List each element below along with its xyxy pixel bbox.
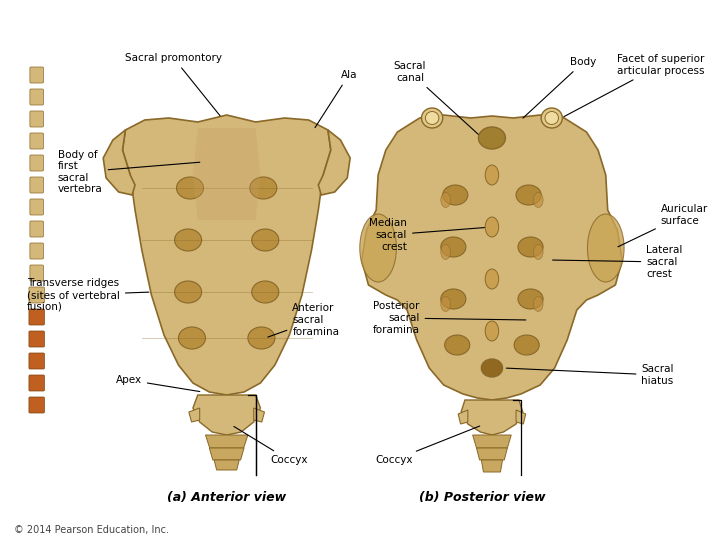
Ellipse shape <box>514 335 539 355</box>
Polygon shape <box>477 448 508 460</box>
Polygon shape <box>516 410 526 424</box>
FancyBboxPatch shape <box>29 375 45 391</box>
FancyBboxPatch shape <box>29 353 45 369</box>
Polygon shape <box>210 448 244 460</box>
Ellipse shape <box>545 111 559 125</box>
Polygon shape <box>189 408 199 422</box>
Polygon shape <box>461 400 523 435</box>
Text: Apex: Apex <box>116 375 200 392</box>
Text: Sacral
hiatus: Sacral hiatus <box>506 364 674 386</box>
Ellipse shape <box>441 296 451 312</box>
Text: Median
sacral
crest: Median sacral crest <box>369 218 489 252</box>
Ellipse shape <box>252 229 279 251</box>
Ellipse shape <box>441 245 451 260</box>
Ellipse shape <box>485 217 499 237</box>
Text: (a) Anterior view: (a) Anterior view <box>167 491 287 504</box>
FancyBboxPatch shape <box>30 111 43 127</box>
FancyBboxPatch shape <box>29 331 45 347</box>
Ellipse shape <box>485 269 499 289</box>
Ellipse shape <box>485 321 499 341</box>
Polygon shape <box>458 410 468 424</box>
Ellipse shape <box>174 281 202 303</box>
Text: Anterior
sacral
foramina: Anterior sacral foramina <box>268 303 339 337</box>
Ellipse shape <box>441 192 451 207</box>
Text: Coccyx: Coccyx <box>234 427 307 465</box>
FancyBboxPatch shape <box>29 309 45 325</box>
Polygon shape <box>103 130 135 195</box>
Text: Body: Body <box>523 57 597 118</box>
Polygon shape <box>193 128 261 220</box>
Polygon shape <box>482 460 503 472</box>
Ellipse shape <box>518 237 543 257</box>
Polygon shape <box>205 435 248 448</box>
Ellipse shape <box>248 327 275 349</box>
Ellipse shape <box>179 327 205 349</box>
Ellipse shape <box>252 281 279 303</box>
Ellipse shape <box>588 214 624 282</box>
Polygon shape <box>318 130 350 195</box>
Text: © 2014 Pearson Education, Inc.: © 2014 Pearson Education, Inc. <box>14 525 169 535</box>
Ellipse shape <box>174 229 202 251</box>
Ellipse shape <box>478 127 505 149</box>
Polygon shape <box>122 115 331 395</box>
Ellipse shape <box>441 289 466 309</box>
FancyBboxPatch shape <box>29 397 45 413</box>
Text: Posterior
sacral
foramina: Posterior sacral foramina <box>372 301 526 335</box>
Ellipse shape <box>541 108 562 128</box>
Ellipse shape <box>443 185 468 205</box>
Text: (b) Posterior view: (b) Posterior view <box>419 491 546 504</box>
FancyBboxPatch shape <box>30 243 43 259</box>
Ellipse shape <box>518 289 543 309</box>
FancyBboxPatch shape <box>30 67 43 83</box>
Text: Body of
first
sacral
vertebra: Body of first sacral vertebra <box>58 150 199 194</box>
Ellipse shape <box>534 245 543 260</box>
Polygon shape <box>361 115 622 400</box>
Polygon shape <box>253 408 264 422</box>
Ellipse shape <box>421 108 443 128</box>
Text: Facet of superior
articular process: Facet of superior articular process <box>564 54 705 117</box>
Text: Lateral
sacral
crest: Lateral sacral crest <box>552 245 683 279</box>
Text: Sacral
canal: Sacral canal <box>394 61 480 136</box>
FancyBboxPatch shape <box>30 155 43 171</box>
Ellipse shape <box>445 335 469 355</box>
Text: Ala: Ala <box>315 70 357 127</box>
Ellipse shape <box>534 296 543 312</box>
Text: Coccyx: Coccyx <box>375 426 480 465</box>
FancyBboxPatch shape <box>30 221 43 237</box>
Ellipse shape <box>534 192 543 207</box>
Polygon shape <box>214 460 239 470</box>
Text: Transverse ridges
(sites of vertebral
fusion): Transverse ridges (sites of vertebral fu… <box>27 279 148 312</box>
Polygon shape <box>472 435 511 448</box>
FancyBboxPatch shape <box>30 89 43 105</box>
Text: Sacral promontory: Sacral promontory <box>125 53 222 116</box>
FancyBboxPatch shape <box>30 265 43 281</box>
Text: Auricular
surface: Auricular surface <box>618 204 708 247</box>
Ellipse shape <box>426 111 439 125</box>
Ellipse shape <box>516 185 541 205</box>
Ellipse shape <box>485 165 499 185</box>
FancyBboxPatch shape <box>30 199 43 215</box>
Ellipse shape <box>482 359 503 377</box>
Ellipse shape <box>441 237 466 257</box>
FancyBboxPatch shape <box>30 133 43 149</box>
FancyBboxPatch shape <box>29 287 45 303</box>
Ellipse shape <box>250 177 276 199</box>
FancyBboxPatch shape <box>30 177 43 193</box>
Polygon shape <box>193 395 261 435</box>
Ellipse shape <box>360 214 397 282</box>
Ellipse shape <box>176 177 204 199</box>
